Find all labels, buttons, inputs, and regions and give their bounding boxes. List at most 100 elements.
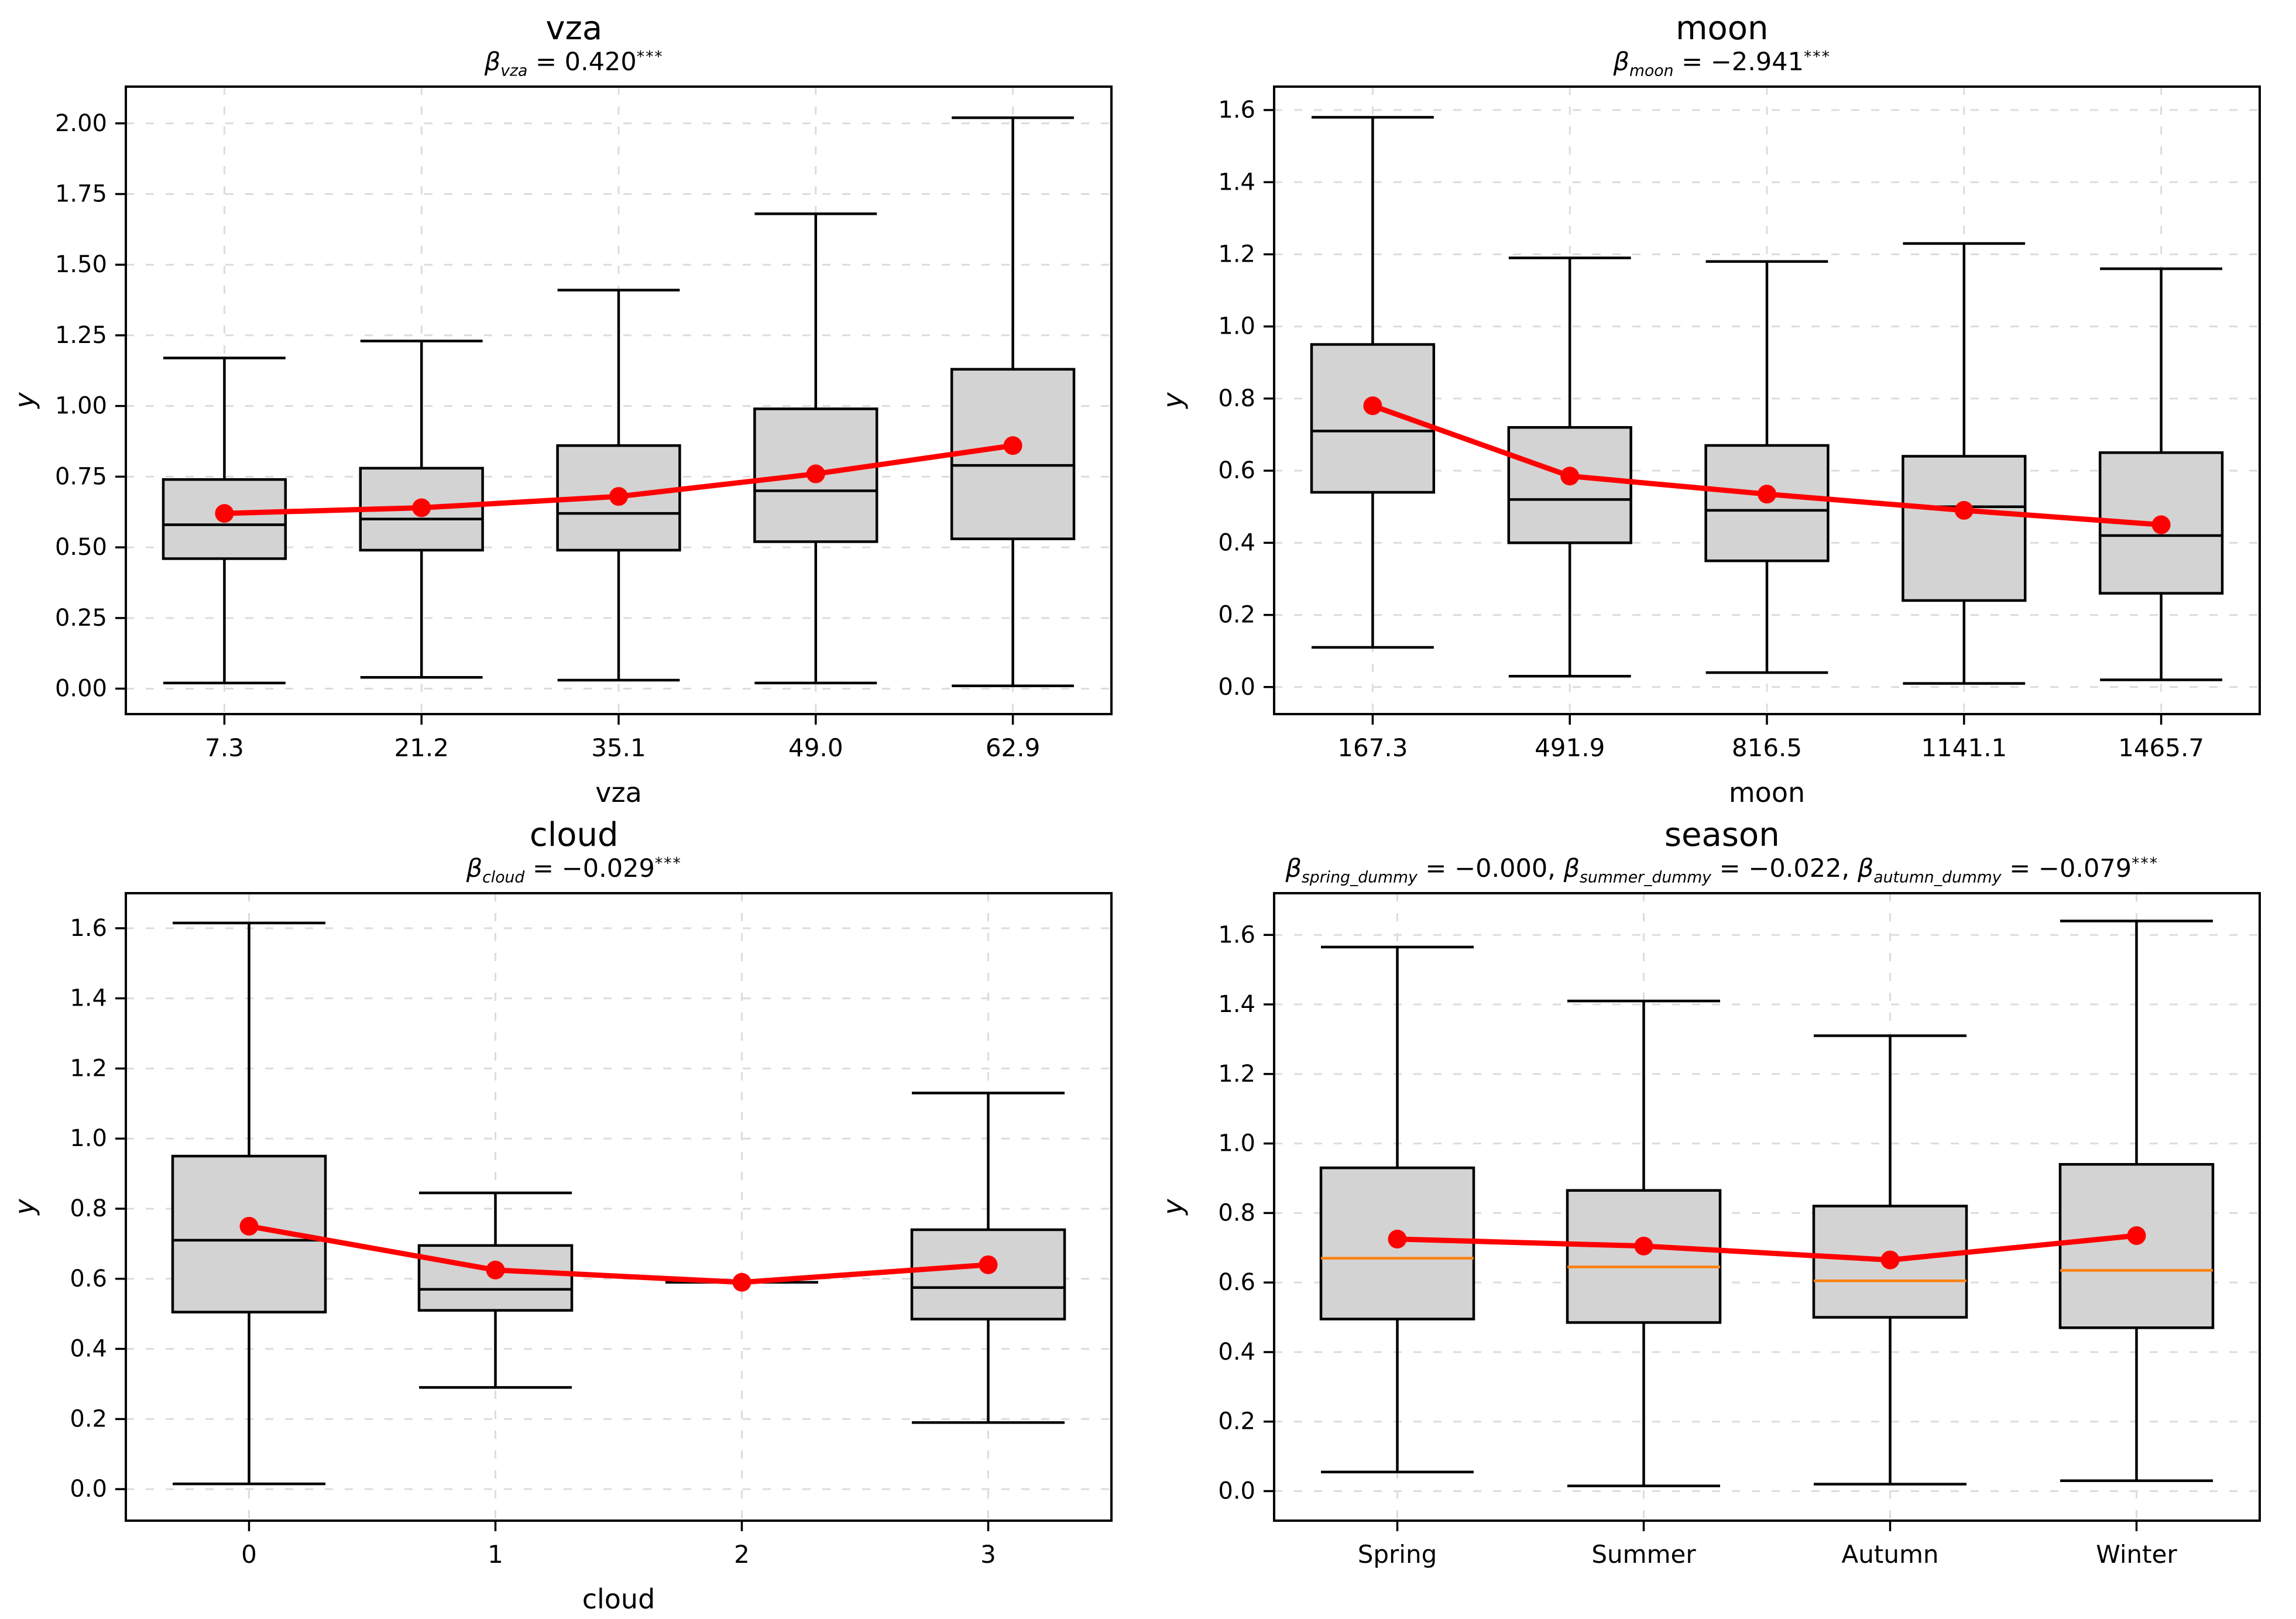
subtitle-segment: vza: [500, 61, 527, 80]
svg-text:1.4: 1.4: [1218, 169, 1255, 195]
chart-title-vza: vza: [545, 11, 602, 47]
svg-text:y: y: [9, 392, 40, 410]
panel-cloud-header: cloud βcloud = −0.029***: [0, 812, 1148, 887]
chart-subtitle-cloud: βcloud = −0.029***: [466, 855, 682, 887]
subtitle-segment: moon: [1629, 61, 1673, 80]
svg-text:vza: vza: [595, 777, 642, 808]
svg-text:1: 1: [488, 1540, 503, 1569]
svg-text:0.6: 0.6: [1218, 457, 1255, 484]
svg-text:0.0: 0.0: [1218, 1478, 1255, 1505]
svg-text:Autumn: Autumn: [1841, 1540, 1938, 1569]
subtitle-segment: = 0.420: [527, 47, 636, 77]
svg-text:21.2: 21.2: [394, 733, 449, 762]
chart-title-moon: moon: [1676, 11, 1769, 47]
svg-text:Spring: Spring: [1357, 1540, 1437, 1569]
svg-text:0.00: 0.00: [55, 675, 107, 702]
svg-text:0.2: 0.2: [70, 1405, 107, 1432]
svg-text:167.3: 167.3: [1337, 733, 1408, 762]
svg-text:1465.7: 1465.7: [2118, 733, 2204, 762]
subtitle-segment: = −0.022,: [1711, 854, 1858, 883]
svg-text:1.0: 1.0: [1218, 1130, 1255, 1157]
subtitle-segment: β: [485, 47, 500, 77]
svg-text:1.75: 1.75: [55, 180, 107, 207]
subtitle-segment: β: [1285, 854, 1301, 883]
chart-title-season: season: [1664, 817, 1780, 853]
subtitle-segment: cloud: [482, 868, 524, 886]
subtitle-segment: ***: [637, 47, 664, 66]
chart-subtitle-season: βspring_dummy = −0.000, βsummer_dummy = …: [1285, 855, 2158, 887]
svg-text:y: y: [9, 1199, 40, 1216]
svg-text:1.0: 1.0: [70, 1125, 107, 1152]
subtitle-segment: = −2.941: [1673, 47, 1804, 77]
svg-text:1.50: 1.50: [55, 251, 107, 278]
svg-text:1.2: 1.2: [1218, 1061, 1255, 1088]
chart-title-cloud: cloud: [530, 817, 619, 853]
svg-text:0.8: 0.8: [70, 1195, 107, 1222]
subtitle-segment: = −0.029: [524, 854, 655, 883]
panel-season: season βspring_dummy = −0.000, βsummer_d…: [1148, 812, 2296, 1619]
svg-text:1.25: 1.25: [55, 322, 107, 349]
subtitle-segment: summer_dummy: [1580, 868, 1711, 886]
chart-subtitle-vza: βvza = 0.420***: [485, 48, 664, 80]
subtitle-segment: autumn_dummy: [1873, 868, 2001, 886]
svg-text:y: y: [1157, 392, 1189, 410]
subtitle-segment: β: [1564, 854, 1580, 883]
subtitle-segment: ***: [1804, 47, 1831, 66]
subtitle-segment: β: [1614, 47, 1629, 77]
svg-text:0.2: 0.2: [1218, 1408, 1255, 1435]
svg-text:49.0: 49.0: [788, 733, 843, 762]
svg-text:Winter: Winter: [2096, 1540, 2177, 1569]
svg-text:1.6: 1.6: [70, 915, 107, 942]
svg-text:7.3: 7.3: [205, 733, 244, 762]
subtitle-segment: ***: [2132, 854, 2158, 872]
svg-text:0.25: 0.25: [55, 605, 107, 632]
svg-text:1.6: 1.6: [1218, 921, 1255, 948]
svg-text:1.4: 1.4: [1218, 991, 1255, 1018]
svg-text:0: 0: [241, 1540, 257, 1569]
svg-text:62.9: 62.9: [986, 733, 1041, 762]
panel-season-header: season βspring_dummy = −0.000, βsummer_d…: [1148, 812, 2296, 887]
svg-text:y: y: [1157, 1199, 1189, 1216]
svg-text:2: 2: [734, 1540, 750, 1569]
svg-text:35.1: 35.1: [591, 733, 646, 762]
svg-text:1141.1: 1141.1: [1921, 733, 2007, 762]
svg-text:816.5: 816.5: [1731, 733, 1801, 762]
svg-text:1.00: 1.00: [55, 393, 107, 420]
svg-text:0.0: 0.0: [1218, 674, 1255, 701]
subtitle-segment: ***: [655, 854, 682, 872]
svg-text:moon: moon: [1728, 777, 1804, 808]
svg-text:0.8: 0.8: [1218, 385, 1255, 412]
svg-text:2.00: 2.00: [55, 110, 107, 137]
subtitle-segment: = −0.000,: [1418, 854, 1564, 883]
chart-subtitle-moon: βmoon = −2.941***: [1614, 48, 1831, 80]
panel-vza-header: vza βvza = 0.420***: [0, 6, 1148, 81]
svg-text:1.0: 1.0: [1218, 313, 1255, 340]
svg-text:1.4: 1.4: [70, 985, 107, 1012]
svg-text:0.6: 0.6: [70, 1265, 107, 1292]
svg-text:cloud: cloud: [582, 1583, 655, 1615]
svg-text:3: 3: [980, 1540, 996, 1569]
subtitle-segment: = −0.079: [2002, 854, 2132, 883]
svg-text:1.2: 1.2: [70, 1055, 107, 1082]
subtitle-segment: β: [1858, 854, 1873, 883]
svg-text:Summer: Summer: [1591, 1540, 1696, 1569]
svg-text:491.9: 491.9: [1535, 733, 1605, 762]
svg-text:0.0: 0.0: [70, 1476, 107, 1503]
svg-text:0.75: 0.75: [55, 463, 107, 490]
svg-text:1.6: 1.6: [1218, 97, 1255, 124]
svg-text:0.50: 0.50: [55, 534, 107, 561]
boxplot-moon: 0.0 0.2 0.4 0.6 0.8 1.0 1.2 1.4 1.6 167.3 491.9 816…: [1148, 81, 2296, 812]
boxplot-vza: 0.00 0.25 0.50 0.75 1.00 1.25 1.50 1.75 2.00 7.3 2…: [0, 81, 1148, 812]
svg-text:0.6: 0.6: [1218, 1269, 1255, 1296]
svg-text:1.2: 1.2: [1218, 241, 1255, 267]
svg-text:0.2: 0.2: [1218, 602, 1255, 629]
svg-text:0.4: 0.4: [1218, 529, 1255, 556]
subtitle-segment: spring_dummy: [1302, 868, 1418, 886]
subtitle-segment: β: [466, 854, 482, 883]
